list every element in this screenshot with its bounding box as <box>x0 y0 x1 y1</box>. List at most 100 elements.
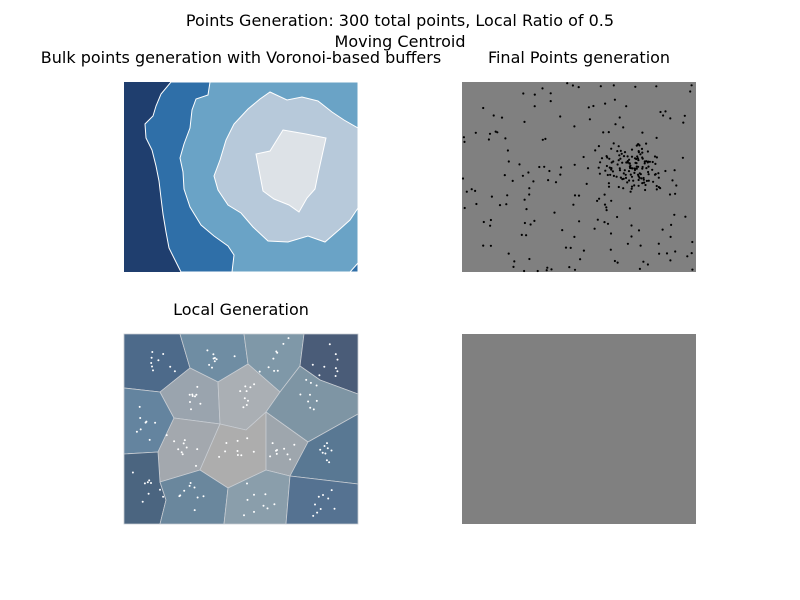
local-point <box>309 381 312 384</box>
local-point <box>206 349 209 352</box>
final-point <box>489 224 492 227</box>
local-point <box>317 495 320 498</box>
final-point <box>613 259 617 263</box>
final-point <box>682 121 685 124</box>
final-point <box>541 87 544 90</box>
local-point <box>135 430 138 433</box>
local-panel-title: Local Generation <box>173 300 309 319</box>
final-point <box>560 166 563 169</box>
final-point <box>638 267 642 270</box>
final-point <box>630 235 633 238</box>
final-point <box>474 131 477 134</box>
local-point <box>275 452 278 455</box>
final-point <box>636 155 639 158</box>
final-point <box>662 114 665 117</box>
local-point <box>258 370 261 373</box>
local-point <box>151 351 154 353</box>
final-point <box>669 259 672 262</box>
local-point <box>188 484 191 487</box>
local-point <box>196 385 199 388</box>
final-point <box>463 206 466 210</box>
final-point <box>579 258 582 261</box>
final-point <box>544 137 547 140</box>
final-point <box>644 183 647 187</box>
final-point <box>655 184 658 188</box>
local-point <box>141 500 144 503</box>
local-point <box>213 357 216 359</box>
local-point <box>272 357 275 360</box>
local-point <box>165 434 168 437</box>
final-point <box>642 178 645 181</box>
final-point <box>681 156 685 159</box>
local-point <box>199 402 202 405</box>
local-point <box>195 464 197 467</box>
final-point <box>638 176 641 179</box>
final-point <box>610 167 613 170</box>
final-point <box>599 85 602 88</box>
local-point <box>289 458 292 461</box>
local-point <box>191 393 194 396</box>
final-point <box>619 176 623 179</box>
final-point <box>568 266 571 269</box>
final-point <box>490 195 493 198</box>
final-point <box>618 116 621 119</box>
final-point <box>482 244 485 247</box>
final-point <box>507 160 510 163</box>
local-point <box>242 406 245 409</box>
final-point <box>652 180 655 183</box>
final-point <box>657 176 660 179</box>
final-point <box>633 157 637 160</box>
local-point <box>131 471 134 474</box>
final-point <box>521 174 525 177</box>
final-point <box>638 144 641 147</box>
local-point <box>215 358 218 361</box>
local-point <box>271 442 274 445</box>
final-point <box>489 244 492 247</box>
final-point <box>522 92 525 95</box>
final-point <box>504 137 507 140</box>
local-point <box>190 408 192 411</box>
final-point <box>532 180 535 183</box>
final-point <box>630 175 634 178</box>
local-point <box>293 443 296 446</box>
final-point <box>548 169 551 173</box>
local-point <box>236 439 239 442</box>
final-point <box>621 161 624 164</box>
local-point <box>330 449 333 452</box>
final-point <box>536 269 539 273</box>
final-point <box>683 114 686 117</box>
final-point <box>635 167 638 170</box>
bulk-panel <box>124 81 359 273</box>
local-point <box>191 395 194 397</box>
final-point <box>525 208 528 211</box>
local-point <box>252 450 255 453</box>
final-point <box>628 179 631 182</box>
local-point <box>253 493 255 496</box>
final-point <box>647 170 650 174</box>
final-point <box>637 150 640 153</box>
local-point <box>169 365 172 368</box>
final-point <box>607 185 611 188</box>
final-point <box>644 188 647 192</box>
final-point <box>603 193 606 196</box>
local-point <box>323 445 326 447</box>
local-point <box>162 353 165 355</box>
final-point <box>598 172 602 175</box>
local-point <box>262 504 265 507</box>
final-point <box>633 184 636 187</box>
final-point <box>612 174 616 177</box>
local-point <box>236 450 239 452</box>
final-point <box>500 116 504 119</box>
local-point <box>249 386 252 389</box>
final-point <box>641 156 644 159</box>
final-point <box>573 163 576 166</box>
local-point <box>208 363 211 366</box>
final-point <box>631 167 634 170</box>
final-point <box>604 169 607 172</box>
local-point <box>178 495 181 498</box>
final-point <box>609 173 612 176</box>
final-point <box>618 167 621 170</box>
local-point <box>253 510 255 513</box>
final-point <box>608 157 611 160</box>
local-point <box>233 355 236 358</box>
